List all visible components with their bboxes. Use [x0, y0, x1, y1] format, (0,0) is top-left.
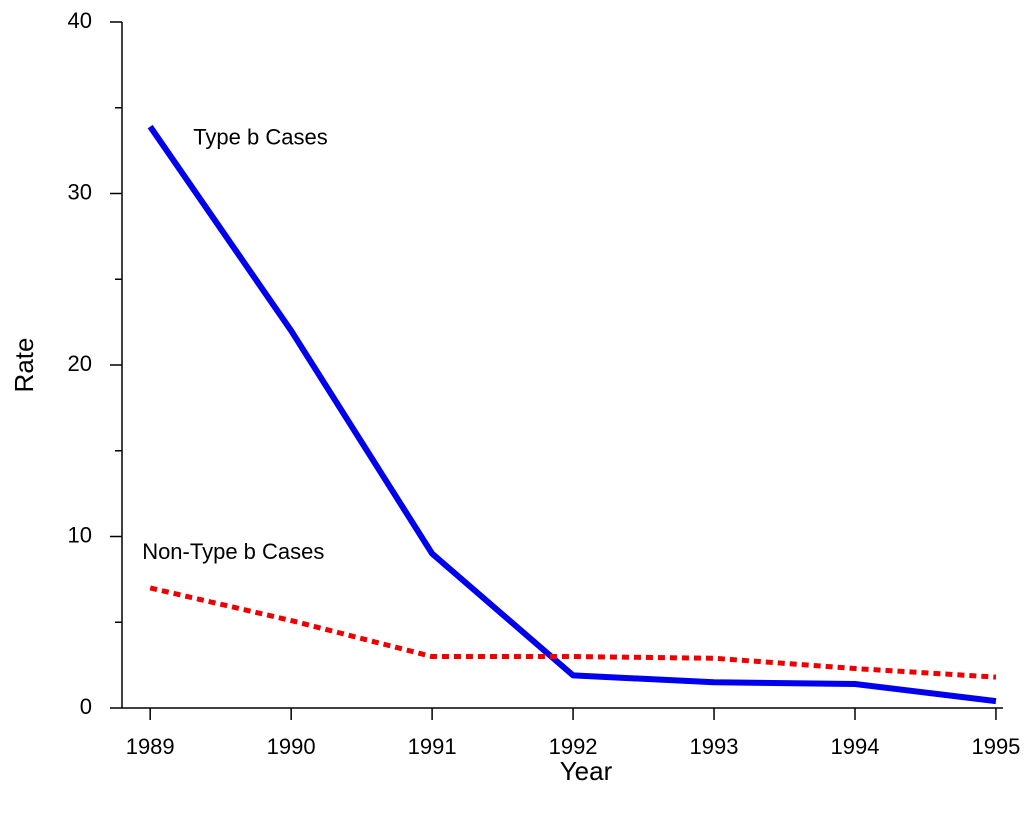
x-tick-label: 1995: [971, 734, 1020, 759]
x-axis-label: Year: [560, 756, 613, 786]
y-tick-label: 30: [68, 179, 92, 204]
y-tick-label: 20: [68, 351, 92, 376]
x-tick-label: 1989: [126, 734, 175, 759]
series-line: [147, 124, 997, 705]
y-axis-label: Rate: [9, 338, 39, 393]
series-label: Type b Cases: [193, 124, 328, 149]
y-tick-label: 10: [68, 522, 92, 547]
y-tick-label: 0: [80, 694, 92, 719]
x-tick-label: 1992: [549, 734, 598, 759]
y-tick-label: 40: [68, 8, 92, 33]
series-line: [149, 585, 997, 680]
x-tick-label: 1991: [408, 734, 457, 759]
series-label: Non-Type b Cases: [142, 539, 324, 564]
x-tick-label: 1993: [690, 734, 739, 759]
x-tick-label: 1990: [267, 734, 316, 759]
x-tick-label: 1994: [831, 734, 880, 759]
